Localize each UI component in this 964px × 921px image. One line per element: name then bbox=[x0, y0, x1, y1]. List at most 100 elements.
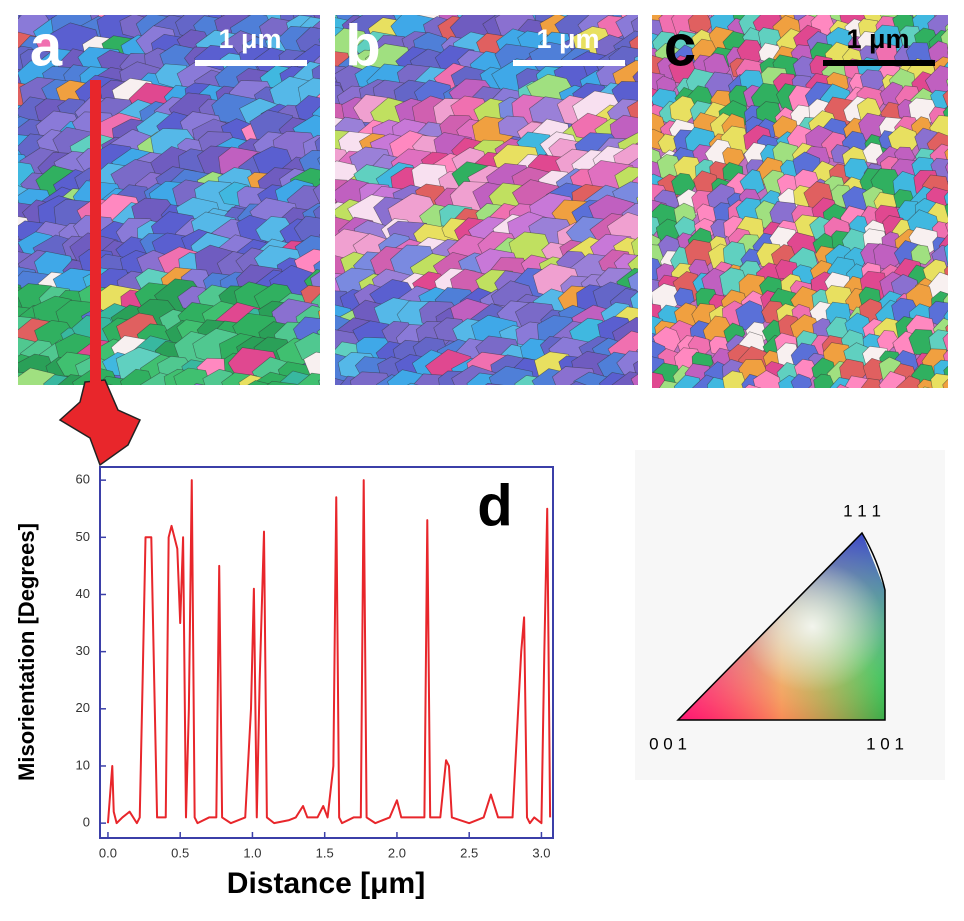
grain bbox=[140, 0, 186, 8]
x-tick-label: 3.0 bbox=[532, 845, 550, 860]
grain bbox=[0, 0, 38, 12]
grain bbox=[0, 38, 18, 62]
grain bbox=[622, 0, 654, 4]
grain bbox=[946, 319, 964, 341]
grain bbox=[670, 390, 696, 418]
grain bbox=[459, 394, 494, 418]
x-axis-label: Distance [μm] bbox=[227, 867, 425, 900]
panel-label: c bbox=[664, 13, 696, 78]
grain bbox=[788, 0, 817, 13]
grain bbox=[890, 0, 916, 8]
grain bbox=[156, 389, 197, 418]
grain bbox=[810, 0, 831, 5]
grain bbox=[196, 390, 237, 419]
x-tick-label: 0.0 bbox=[99, 845, 117, 860]
grain bbox=[0, 149, 17, 172]
y-tick-label: 30 bbox=[76, 643, 90, 658]
grain bbox=[950, 118, 964, 142]
grain bbox=[300, 0, 342, 14]
grain bbox=[694, 394, 720, 419]
x-tick-label: 0.5 bbox=[171, 845, 189, 860]
grain bbox=[710, 0, 729, 8]
grain bbox=[317, 0, 351, 3]
scale-bar bbox=[823, 60, 935, 66]
y-tick-label: 10 bbox=[76, 757, 90, 772]
grain bbox=[210, 0, 256, 14]
grain bbox=[229, 0, 276, 17]
grain bbox=[946, 3, 964, 25]
grain bbox=[118, 0, 156, 8]
x-tick-label: 2.5 bbox=[460, 845, 478, 860]
grain bbox=[332, 391, 368, 416]
grain bbox=[874, 391, 906, 421]
grain bbox=[896, 390, 917, 409]
grain bbox=[286, 0, 337, 15]
grain bbox=[175, 0, 226, 10]
ipf-label: 0 0 1 bbox=[649, 734, 687, 753]
grain bbox=[488, 0, 539, 13]
grain bbox=[476, 383, 525, 417]
grain bbox=[577, 0, 614, 4]
grain bbox=[829, 0, 854, 8]
ipf-label: 1 1 1 bbox=[843, 501, 881, 520]
grain bbox=[661, 0, 682, 6]
grain bbox=[613, 388, 654, 417]
grain bbox=[198, 0, 248, 9]
grain bbox=[588, 0, 637, 9]
grain bbox=[520, 390, 560, 419]
grain bbox=[946, 0, 964, 10]
grain bbox=[163, 0, 202, 10]
grain bbox=[911, 0, 940, 12]
grain bbox=[622, 0, 649, 6]
grain bbox=[15, 388, 64, 422]
grain bbox=[913, 387, 940, 414]
panel-label: b bbox=[345, 13, 380, 78]
grain bbox=[945, 19, 964, 43]
grain bbox=[950, 175, 964, 198]
y-tick-label: 0 bbox=[83, 815, 90, 830]
grain bbox=[321, 391, 364, 421]
grain bbox=[481, 0, 520, 12]
grain bbox=[492, 390, 538, 421]
grain bbox=[433, 386, 484, 423]
grain bbox=[0, 254, 17, 284]
grain bbox=[396, 383, 436, 415]
grain bbox=[0, 132, 19, 156]
grain bbox=[0, 84, 19, 113]
grain bbox=[347, 387, 395, 422]
grain bbox=[641, 395, 662, 416]
grain bbox=[321, 0, 354, 9]
scale-bar-label: 1 μm bbox=[218, 24, 281, 54]
grain bbox=[0, 105, 21, 132]
scale-bar-label: 1 μm bbox=[846, 24, 909, 54]
grain bbox=[539, 0, 582, 10]
grain bbox=[0, 267, 18, 303]
grain bbox=[516, 0, 554, 5]
arrow bbox=[60, 380, 140, 465]
grain bbox=[705, 389, 736, 419]
grain bbox=[0, 339, 17, 374]
grain bbox=[925, 0, 954, 15]
grain bbox=[593, 393, 630, 419]
panel-label: a bbox=[30, 13, 63, 78]
grain bbox=[349, 0, 396, 8]
y-axis-label: Misorientation [Degrees] bbox=[14, 523, 39, 781]
scale-bar bbox=[513, 60, 625, 66]
grain bbox=[11, 0, 59, 13]
grain bbox=[376, 0, 419, 12]
grain bbox=[37, 0, 75, 5]
grain bbox=[843, 390, 873, 421]
grain bbox=[1, 387, 41, 415]
y-tick-label: 40 bbox=[76, 586, 90, 601]
y-tick-label: 20 bbox=[76, 700, 90, 715]
grain bbox=[0, 0, 13, 13]
grain bbox=[757, 0, 787, 11]
grain bbox=[791, 397, 810, 416]
grain bbox=[931, 374, 954, 397]
grain bbox=[533, 388, 583, 423]
grain bbox=[252, 0, 300, 11]
grain bbox=[0, 0, 16, 32]
grain bbox=[948, 43, 964, 69]
grain bbox=[381, 389, 413, 413]
grain bbox=[877, 0, 904, 10]
